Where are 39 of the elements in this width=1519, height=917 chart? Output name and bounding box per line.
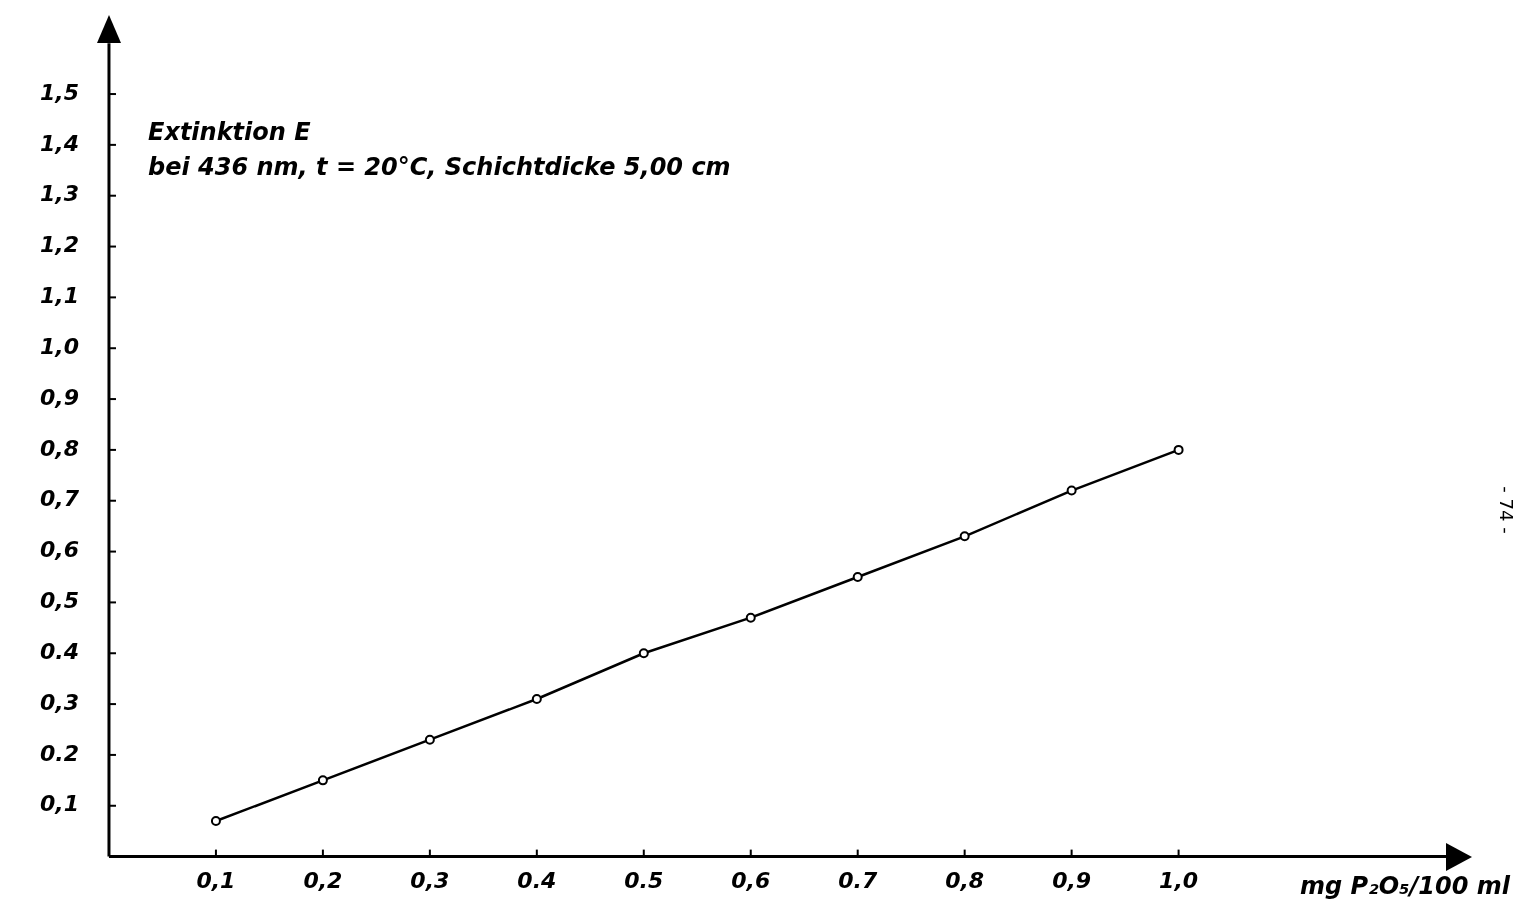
y-tick-label: 0,3 (39, 689, 79, 715)
y-tick-label: 0,7 (39, 486, 80, 512)
y-tick-label: 0.2 (39, 740, 79, 766)
y-tick-label: 1,4 (39, 130, 79, 156)
y-tick-label: 1,3 (39, 181, 79, 207)
y-tick-label: 0,1 (39, 791, 79, 817)
point (638, 648, 649, 659)
text: bei 436 nm, t = 20°C, Schichtdicke 5,00 cm (148, 153, 731, 181)
x-tick-label: 0.4 (517, 867, 557, 893)
x-tick-label: 0.7 (838, 867, 878, 893)
x-tick-label: 0,2 (303, 867, 343, 893)
x-tick-label: 0,6 (731, 867, 771, 893)
y-tick-label: 0,6 (39, 537, 79, 563)
x-axis-title: mg P₂O₅/100 ml (1299, 872, 1511, 900)
y-tick-label: 1,5 (39, 79, 79, 105)
y-tick-label: 1,2 (39, 232, 79, 258)
y-tick-label: 0.4 (39, 638, 79, 664)
point (317, 775, 328, 786)
x-tick-label: 0,8 (945, 867, 985, 893)
y-axis-title: Extinktion E (148, 118, 312, 146)
point (424, 734, 435, 745)
x-tick-label: 0,3 (410, 867, 450, 893)
point (531, 694, 542, 704)
x-tick-label: 0,1 (196, 867, 236, 893)
point (1173, 444, 1184, 455)
point (852, 571, 863, 582)
point (745, 612, 756, 623)
text: - 74 - (1496, 486, 1517, 534)
x-tick-label: 1,0 (1159, 867, 1199, 893)
x-tick-label: 0.5 (624, 867, 664, 893)
y-tick-label: 1,0 (39, 333, 79, 359)
y-tick-label: 0,8 (39, 435, 79, 461)
x-tick-label: 0,9 (1052, 867, 1092, 893)
y-tick-label: 0,5 (39, 588, 79, 614)
y-tick-label: 1,1 (39, 283, 79, 309)
y-tick-label: 0,9 (39, 384, 79, 410)
point (1066, 485, 1077, 496)
point (210, 816, 221, 827)
point (959, 531, 970, 542)
